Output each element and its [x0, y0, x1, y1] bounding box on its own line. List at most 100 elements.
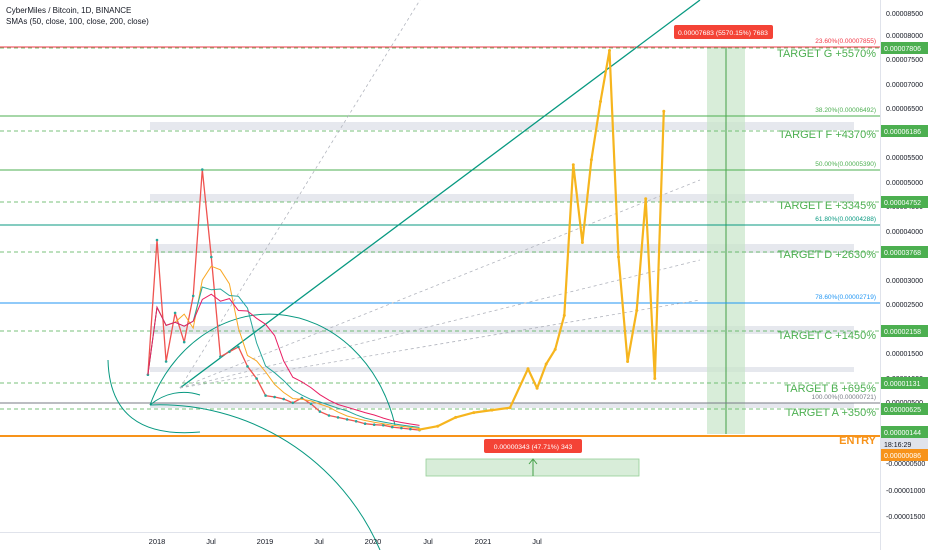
price-tick: 0.00004000: [886, 229, 923, 236]
target-label: TARGET B +695%: [784, 383, 876, 395]
price-tag-box: [881, 196, 928, 208]
price-tag-box: [881, 438, 928, 450]
time-tick: Jul: [532, 537, 542, 546]
price-tag-label: 0.00006186: [884, 129, 921, 136]
price-tag-box: [881, 325, 928, 337]
projection-point: [589, 158, 593, 162]
price-point: [191, 294, 195, 298]
projection-point: [644, 197, 648, 201]
price-tag-box: [881, 449, 928, 461]
price-point: [182, 340, 186, 344]
price-point: [264, 394, 267, 397]
projection-point: [562, 313, 566, 317]
projection-point: [626, 360, 630, 363]
fib-label: 50.00%(0.00005390): [815, 161, 876, 168]
fan-line: [179, 299, 701, 389]
fib-label: 100.00%(0.00000721): [812, 394, 876, 401]
projection-point: [436, 424, 440, 428]
projection-point: [454, 415, 458, 419]
fib-arc-left: [107, 359, 201, 434]
price-tick: 0.00008000: [886, 33, 923, 40]
time-tick: Jul: [423, 537, 433, 546]
time-tick: 2018: [149, 537, 166, 546]
price-point: [372, 423, 376, 427]
fan-line: [179, 259, 701, 389]
projection-point: [535, 386, 539, 390]
price-point: [327, 414, 331, 417]
sma50-line: [147, 265, 420, 430]
projection-point: [544, 362, 548, 366]
price-tick: 0.00006500: [886, 106, 923, 113]
time-tick: Jul: [206, 537, 216, 546]
measure-arrow-head: [528, 458, 538, 465]
price-point: [219, 355, 222, 359]
time-tick: 2020: [365, 537, 382, 546]
price-tick: -0.00001500: [886, 514, 925, 521]
projection-point: [662, 109, 666, 113]
price-tick: 0.00003000: [886, 278, 923, 285]
price-tag-box: [881, 42, 928, 54]
resistance-zone-c: [150, 326, 854, 334]
price-point: [237, 345, 240, 349]
time-tick: Jul: [314, 537, 324, 546]
projection-point: [553, 347, 557, 351]
fan-line: [179, 179, 701, 389]
price-tag-box: [881, 403, 928, 415]
price-point: [345, 418, 349, 421]
fan-line: [179, 0, 421, 389]
fib-label: 38.20%(0.00006492): [815, 107, 876, 114]
price-tag-box: [881, 377, 928, 389]
target-label: TARGET A +350%: [786, 407, 877, 419]
time-tick: 2021: [475, 537, 492, 546]
price-tag-label: 0.00007806: [884, 46, 921, 53]
projection-line: [419, 49, 665, 431]
price-tag-label: 0.00000144: [884, 430, 921, 437]
projection-point: [508, 406, 512, 410]
price-tag-label: 0.00000086: [884, 453, 921, 460]
price-point: [210, 255, 213, 259]
main-trendline: [179, 0, 701, 389]
projection-point: [490, 408, 494, 412]
price-point: [255, 377, 258, 380]
price-point: [363, 422, 367, 426]
price-tick: 0.00008500: [886, 11, 923, 18]
sma200-line: [147, 293, 420, 426]
price-point: [391, 425, 394, 429]
projection-point: [571, 163, 575, 167]
price-tag-box: [881, 426, 928, 438]
resistance-zone-e: [150, 194, 854, 202]
projection-point: [635, 309, 639, 312]
resistance-zone-f: [150, 122, 854, 130]
price-point: [291, 401, 295, 405]
price-point: [336, 416, 340, 419]
fib-arc-upper: [149, 313, 396, 426]
price-history-line: [147, 169, 420, 431]
legend-title: CyberMiles / Bitcoin, 1D, BINANCE: [6, 6, 132, 15]
projection-point: [526, 367, 530, 371]
price-tag-box: [881, 125, 928, 137]
resistance-zone-b: [150, 367, 854, 372]
price-tag-label: 0.00002158: [884, 329, 921, 336]
target-label: ENTRY: [839, 435, 877, 447]
price-point: [382, 423, 385, 427]
price-tag-label: 0.00001131: [884, 381, 921, 388]
fib-label: 78.60%(0.00002719): [815, 294, 876, 301]
price-tick: 0.00002500: [886, 302, 923, 309]
price-point: [409, 427, 412, 431]
price-tick: -0.00000500: [886, 461, 925, 468]
price-point: [354, 420, 358, 423]
measure-up-box: [674, 25, 773, 39]
price-point: [228, 350, 231, 354]
price-point: [201, 168, 204, 171]
projection-point: [617, 255, 620, 259]
price-tick: 0.00005000: [886, 180, 923, 187]
projection-point: [608, 49, 611, 52]
target-label: TARGET E +3345%: [778, 200, 876, 212]
price-tick: 0.00007000: [886, 82, 923, 89]
fib-label: 23.60%(0.00007855): [815, 38, 876, 45]
price-tag-box: [881, 246, 928, 258]
price-point: [246, 365, 249, 368]
fib-arc-small: [149, 391, 201, 406]
price-point: [155, 238, 159, 242]
